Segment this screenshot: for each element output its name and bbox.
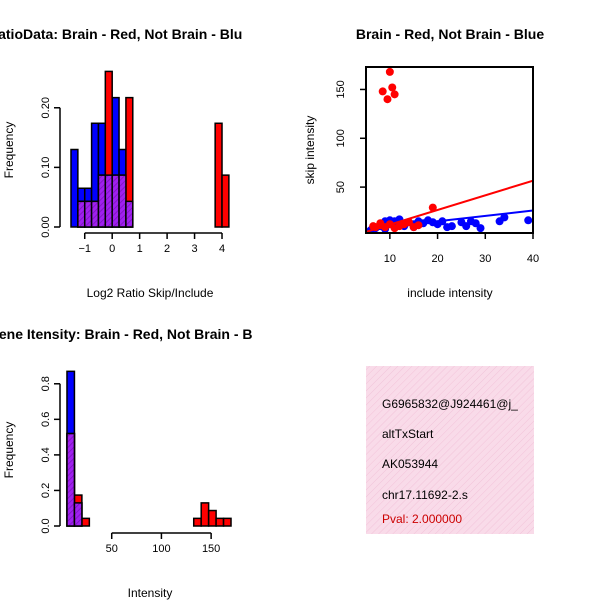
info-box [366,366,534,534]
ratio-hist-overlap-bar [83,200,93,228]
scatter-point-brain [428,203,437,212]
intensity-hist-x-tick-label: 50 [106,543,118,555]
info-pval: Pval: 2.000000 [382,512,462,526]
ratio-hist-blue-bar [70,148,79,228]
scatter-plot-area: 10 20 30 40 50 100 150 [335,66,539,265]
intensity-hist-red-bar [215,517,225,527]
scatter-panel: Brain - Red, Not Brain - Blue 10 20 30 40 50… [303,26,544,300]
scatter-point-not-brain [476,224,485,233]
intensity-hist-red-bar [222,517,232,527]
intensity-hist-overlap-bar [73,502,83,527]
intensity-hist-axes: 50 100 150 0.0 0.2 0.4 0.6 0.8 [40,376,220,555]
intensity-hist-overlap-bar [66,432,76,527]
ratio-hist-axes: −1 0 1 2 3 4 0.00 0.10 0.20 [40,97,225,255]
scatter-point-brain [414,221,423,230]
ratio-hist-y-tick-label: 0.00 [40,216,52,237]
info-accession: AK053944 [382,457,438,471]
intensity-hist-xlabel: Intensity [128,586,173,600]
scatter-fit-line-brain [366,179,533,233]
scatter-point-brain [378,87,387,96]
ratio-hist-x-tick-label: −1 [78,243,91,255]
intensity-hist-red-bar [207,509,217,527]
ratio-hist-red-bar [214,122,223,228]
intensity-hist-y-tick-label: 0.4 [40,447,52,462]
ratio-hist-x-tick-label: 2 [164,243,170,255]
scatter-xlabel: include intensity [407,286,492,300]
scatter-point-brain [383,95,392,104]
ratio-hist-red-bar [221,174,230,228]
intensity-hist-ylabel: Frequency [2,422,16,479]
intensity-hist-red-bar [200,502,210,527]
ratio-hist-overlap-bar [77,200,86,228]
intensity-hist-x-tick-label: 150 [202,543,220,555]
info-event-type: altTxStart [382,427,434,441]
ratio-hist-ylabel: Frequency [2,122,16,179]
scatter-y-tick-label: 50 [335,181,347,193]
ratio-hist-x-tick-label: 3 [191,243,197,255]
intensity-histogram-panel: Gene Itensity: Brain - Red, Not Brain - … [0,326,252,600]
intensity-hist-title: Gene Itensity: Brain - Red, Not Brain - … [0,326,252,342]
scatter-x-tick-label: 30 [479,253,491,265]
ratio-hist-x-tick-label: 4 [219,243,225,255]
info-text-clip: G6965832@J924461@j_ altTxStart AK053944 … [382,397,518,526]
ratio-histogram-panel: RatioData: Brain - Red, Not Brain - Blu … [0,26,242,300]
ratio-hist-title: RatioData: Brain - Red, Not Brain - Blu [0,26,242,42]
intensity-hist-y-tick-label: 0.8 [40,376,52,391]
scatter-x-tick-label: 20 [431,253,443,265]
ratio-hist-overlap-bar [90,200,100,228]
ratio-hist-overlap-bar [125,200,134,228]
scatter-title: Brain - Red, Not Brain - Blue [356,26,544,42]
scatter-x-tick-label: 40 [527,253,539,265]
ratio-hist-overlap-bar [97,174,107,228]
scatter-y-tick-label: 100 [335,129,347,147]
intensity-hist-x-tick-label: 100 [152,543,170,555]
ratio-hist-overlap-bar [111,174,120,228]
scatter-point-not-brain [447,222,456,231]
scatter-y-tick-label: 150 [335,80,347,98]
scatter-point-not-brain [524,216,533,225]
scatter-point-not-brain [500,213,509,222]
info-location: chr17.11692-2.s [382,488,468,502]
ratio-hist-x-tick-label: 0 [109,243,115,255]
info-panel: G6965832@J924461@j_ altTxStart AK053944 … [366,366,534,534]
ratio-hist-y-tick-label: 0.10 [40,157,52,178]
ratio-hist-y-tick-label: 0.20 [40,97,52,118]
scatter-point-brain [388,83,397,92]
scatter-point-brain [390,224,399,233]
scatter-x-tick-label: 10 [384,253,396,265]
ratio-hist-overlap-bar [118,174,127,228]
scatter-point-brain [390,90,399,99]
ratio-hist-x-tick-label: 1 [137,243,143,255]
scatter-point-brain [385,67,394,76]
scatter-frame [365,66,534,234]
intensity-hist-y-tick-label: 0.0 [40,518,52,533]
scatter-marks [366,67,533,233]
intensity-hist-red-bar [192,517,202,527]
scatter-point-brain [376,219,385,228]
ratio-hist-xlabel: Log2 Ratio Skip/Include [87,286,214,300]
intensity-hist-y-tick-label: 0.6 [40,412,52,427]
info-gene-id: G6965832@J924461@j_ [382,397,518,411]
intensity-hist-y-tick-label: 0.2 [40,483,52,498]
ratio-hist-overlap-bar [104,174,113,228]
ratio-hist-bars [70,70,230,228]
intensity-hist-bars [66,370,232,527]
intensity-hist-red-bar [81,517,91,527]
scatter-ylabel: skip intensity [303,116,317,185]
